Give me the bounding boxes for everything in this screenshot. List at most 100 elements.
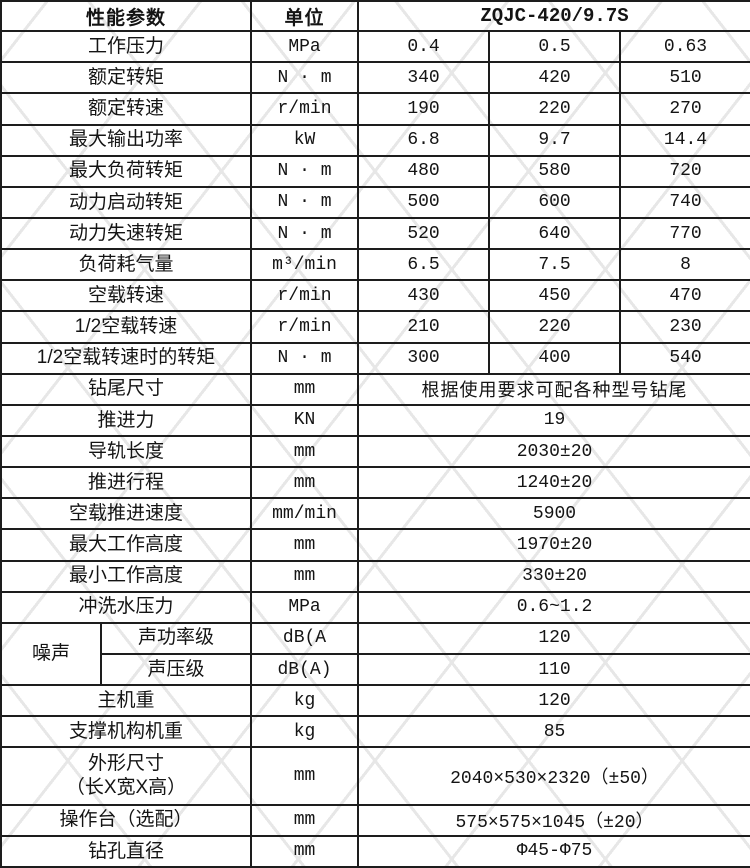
unit-cell: MPa: [250, 590, 360, 624]
unit-cell: mm: [250, 834, 360, 868]
value-cell: 480: [357, 154, 491, 188]
label-cell: 声压级: [99, 652, 253, 687]
table-row: 动力启动转矩 N · m 500 600 740: [0, 185, 750, 219]
table-row: 支撑机构机重 kg 85: [0, 715, 750, 749]
label-cell: 动力失速转矩: [0, 216, 253, 251]
value-cell: 575×575×1045（±20）: [357, 803, 750, 837]
value-cell: 600: [488, 185, 622, 219]
value-cell: 2030±20: [357, 434, 750, 469]
value-cell: Φ45-Φ75: [357, 834, 750, 868]
label-cell: 额定转速: [0, 92, 253, 126]
unit-cell: MPa: [250, 30, 360, 64]
table-row: 噪声 声功率级 dB(A 120: [0, 621, 750, 687]
label-cell: 主机重: [0, 684, 253, 718]
value-cell: 400: [488, 341, 622, 375]
value-cell: 300: [357, 341, 491, 375]
value-cell: 5900: [357, 497, 750, 531]
value-cell: 190: [357, 92, 491, 126]
table-row: 推进力 KN 19: [0, 403, 750, 437]
value-cell: 220: [488, 92, 622, 126]
noise-group-cell: 噪声: [0, 621, 102, 687]
value-cell: 0.5: [488, 30, 622, 64]
header-parameter: 性能参数: [0, 0, 253, 33]
unit-cell: dB(A: [250, 621, 360, 655]
unit-cell: mm: [250, 746, 360, 806]
value-cell: 540: [619, 341, 750, 375]
value-cell: 7.5: [488, 248, 622, 282]
unit-cell: dB(A): [250, 652, 360, 687]
label-cell: 最小工作高度: [0, 559, 253, 593]
label-cell: 推进行程: [0, 466, 253, 500]
unit-cell: N · m: [250, 154, 360, 188]
value-cell: 450: [488, 279, 622, 313]
label-cell: 操作台（选配）: [0, 803, 253, 837]
value-cell: 520: [357, 216, 491, 251]
value-cell: 110: [357, 652, 750, 687]
table-row: 额定转矩 N · m 340 420 510: [0, 61, 750, 95]
table-row: 推进行程 mm 1240±20: [0, 466, 750, 500]
unit-cell: kW: [250, 123, 360, 157]
unit-cell: m³/min: [250, 248, 360, 282]
value-cell: 9.7: [488, 123, 622, 157]
value-cell: 6.5: [357, 248, 491, 282]
label-cell: 导轨长度: [0, 434, 253, 469]
table-row: 额定转速 r/min 190 220 270: [0, 92, 750, 126]
label-cell: 工作压力: [0, 30, 253, 64]
value-cell: 0.63: [619, 30, 750, 64]
label-cell: 推进力: [0, 403, 253, 437]
value-cell: 420: [488, 61, 622, 95]
label-cell: 支撑机构机重: [0, 715, 253, 749]
value-cell: 0.4: [357, 30, 491, 64]
unit-cell: r/min: [250, 92, 360, 126]
unit-cell: r/min: [250, 279, 360, 313]
label-cell: 声功率级: [99, 621, 253, 655]
label-cell: 动力启动转矩: [0, 185, 253, 219]
value-cell: 330±20: [357, 559, 750, 593]
value-cell: 85: [357, 715, 750, 749]
unit-cell: mm: [250, 466, 360, 500]
value-cell: 1970±20: [357, 528, 750, 562]
unit-cell: mm: [250, 803, 360, 837]
table-row: 工作压力 MPa 0.4 0.5 0.63: [0, 30, 750, 64]
unit-cell: mm/min: [250, 497, 360, 531]
value-cell: 14.4: [619, 123, 750, 157]
label-cell: 空载转速: [0, 279, 253, 313]
label-cell: 1/2空载转速: [0, 310, 253, 344]
label-cell: 额定转矩: [0, 61, 253, 95]
value-cell: 6.8: [357, 123, 491, 157]
value-cell: 270: [619, 92, 750, 126]
unit-cell: mm: [250, 559, 360, 593]
value-cell: 120: [357, 684, 750, 718]
value-cell: 19: [357, 403, 750, 437]
unit-cell: kg: [250, 715, 360, 749]
value-cell: 0.6~1.2: [357, 590, 750, 624]
table-row: 钻孔直径 mm Φ45-Φ75: [0, 834, 750, 868]
value-cell: 2040×530×2320（±50）: [357, 746, 750, 806]
value-cell: 8: [619, 248, 750, 282]
value-cell: 230: [619, 310, 750, 344]
value-cell: 500: [357, 185, 491, 219]
table-row: 负荷耗气量 m³/min 6.5 7.5 8: [0, 248, 750, 282]
value-cell: 340: [357, 61, 491, 95]
table-row: 冲洗水压力 MPa 0.6~1.2: [0, 590, 750, 624]
table-row: 性能参数 单位 ZQJC-420/9.7S: [0, 0, 750, 33]
unit-cell: N · m: [250, 61, 360, 95]
value-cell: 770: [619, 216, 750, 251]
label-cell: 1/2空载转速时的转矩: [0, 341, 253, 375]
unit-cell: KN: [250, 403, 360, 437]
label-cell: 负荷耗气量: [0, 248, 253, 282]
table-row: 主机重 kg 120: [0, 684, 750, 718]
header-model: ZQJC-420/9.7S: [357, 0, 750, 33]
label-cell: 空载推进速度: [0, 497, 253, 531]
label-cell: 最大工作高度: [0, 528, 253, 562]
table-row: 外形尺寸 （长X宽X高） mm 2040×530×2320（±50）: [0, 746, 750, 806]
value-cell: 640: [488, 216, 622, 251]
value-cell: 220: [488, 310, 622, 344]
table-row: 动力失速转矩 N · m 520 640 770: [0, 216, 750, 251]
table-row: 钻尾尺寸 mm 根据使用要求可配各种型号钻尾: [0, 372, 750, 406]
table-row: 声压级 dB(A) 110: [1, 652, 750, 687]
table-row: 1/2空载转速 r/min 210 220 230: [0, 310, 750, 344]
table-row: 操作台（选配） mm 575×575×1045（±20）: [0, 803, 750, 837]
table-row: 导轨长度 mm 2030±20: [0, 434, 750, 469]
